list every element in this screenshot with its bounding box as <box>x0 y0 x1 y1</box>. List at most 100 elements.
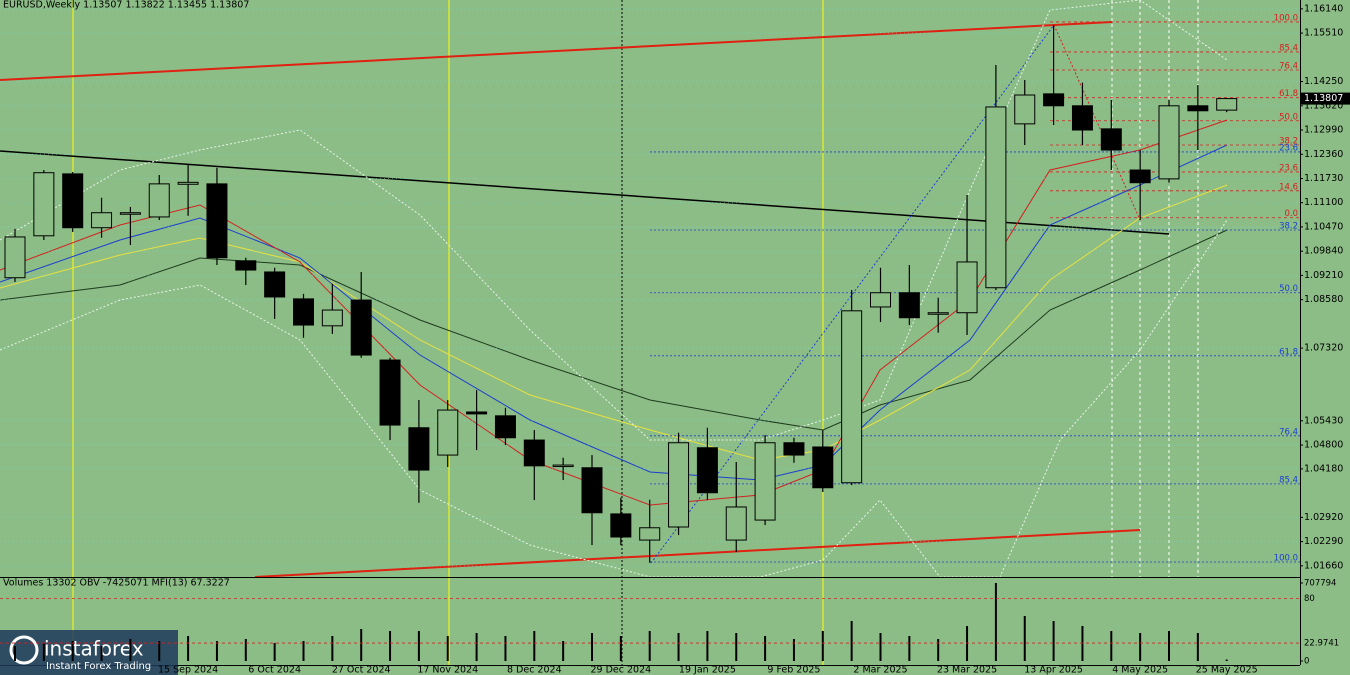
fib-label: 38.2 <box>1279 222 1298 232</box>
y-tick-label: 1.13620 <box>1304 100 1343 111</box>
x-tick-label: 25 May 2025 <box>1196 665 1258 675</box>
fib-label: 76.4 <box>1279 427 1298 437</box>
y-tick-label: 1.12990 <box>1304 125 1343 136</box>
fib-label: 14.6 <box>1279 182 1298 192</box>
logo-tagline: Instant Forex Trading <box>46 661 151 672</box>
mfi-tick-label: 22.9741 <box>1304 639 1339 649</box>
channel-line <box>254 529 1141 578</box>
candle-body <box>321 309 343 327</box>
fib-label: 85.4 <box>1279 43 1298 53</box>
candle-body <box>408 427 430 471</box>
candle-body <box>177 181 199 185</box>
fib-label: 50.0 <box>1279 112 1298 122</box>
x-tick-label: 15 Sep 2024 <box>158 665 218 675</box>
candle-body <box>1158 105 1180 180</box>
trend-line <box>0 150 1170 235</box>
candle-body <box>264 271 286 298</box>
fib-label: 38.2 <box>1279 137 1298 147</box>
y-tick-label: 1.10470 <box>1304 221 1343 232</box>
fib-label: 100.0 <box>1274 13 1298 23</box>
candle-body <box>898 292 920 319</box>
logo: instaforex Instant Forex Trading <box>0 630 178 675</box>
candle-body <box>4 236 26 279</box>
logo-icon <box>9 635 39 665</box>
x-tick-label: 13 Apr 2025 <box>1024 665 1083 675</box>
fib-label: 23.6 <box>1279 163 1298 173</box>
candle-body <box>119 212 141 215</box>
candle-body <box>148 183 170 218</box>
x-tick-label: 19 Jan 2025 <box>679 665 736 675</box>
candle-body <box>985 106 1007 289</box>
fib-label: 85.4 <box>1279 475 1298 485</box>
candle-body <box>1216 98 1238 111</box>
fib-label: 61.8 <box>1279 347 1298 357</box>
x-tick-label: 4 May 2025 <box>1112 665 1168 675</box>
candle-body <box>1014 94 1036 125</box>
fib-label: 61.8 <box>1279 89 1298 99</box>
candle-body <box>639 527 661 541</box>
bollinger-band <box>0 0 1228 441</box>
last-price-label: 1.13807 <box>1304 93 1343 104</box>
candle-body <box>668 442 690 528</box>
fib-label: 76.4 <box>1279 62 1298 72</box>
y-tick-label: 1.01660 <box>1304 560 1343 571</box>
candle-body <box>523 439 545 467</box>
candle-body <box>725 506 747 541</box>
y-tick-label: 1.11100 <box>1304 197 1343 208</box>
candle-body <box>437 409 459 456</box>
candle-body <box>610 513 632 538</box>
x-tick-label: 9 Feb 2025 <box>767 665 820 675</box>
y-tick-label: 1.08580 <box>1304 294 1343 305</box>
y-tick-label: 1.04800 <box>1304 440 1343 451</box>
candle-body <box>293 298 314 326</box>
candle-body <box>206 183 228 259</box>
bollinger-band <box>0 219 1228 578</box>
y-tick-label: 1.15510 <box>1304 28 1343 39</box>
y-tick-label: 1.12360 <box>1304 149 1343 160</box>
x-tick-label: 6 Oct 2024 <box>248 665 301 675</box>
candle-body <box>812 446 834 489</box>
y-tick-label: 1.11730 <box>1304 173 1343 184</box>
candle-body <box>494 415 516 439</box>
candle-body <box>62 173 84 229</box>
chart-title: EURUSD,Weekly 1.13507 1.13822 1.13455 1.… <box>3 0 249 11</box>
candle-body <box>552 464 574 468</box>
mfi-tick-label: 80 <box>1304 594 1315 604</box>
x-tick-label: 23 Mar 2025 <box>937 665 997 675</box>
indicator-title: Volumes 13302 OBV -7425071 MFI(13) 67.32… <box>3 578 230 589</box>
volume-tick-label: 0 <box>1304 657 1309 667</box>
y-tick-label: 1.02290 <box>1304 536 1343 547</box>
fib-label: 23.6 <box>1279 143 1298 153</box>
candle-body <box>33 172 55 237</box>
channel-line <box>0 21 1113 81</box>
y-tick-label: 1.16140 <box>1304 3 1343 14</box>
fib-label: 0.0 <box>1284 209 1298 219</box>
candle-body <box>235 260 257 271</box>
candle-body <box>379 359 401 426</box>
fib-label: 50.0 <box>1279 284 1298 294</box>
logo-name: instaforex <box>44 637 144 661</box>
y-tick-label: 1.04180 <box>1304 463 1343 474</box>
candle-body <box>841 310 863 484</box>
candle-body <box>91 212 113 229</box>
last-price-box <box>1301 92 1350 105</box>
candle-body <box>1129 169 1151 184</box>
fib-anchor <box>1053 24 1141 221</box>
x-tick-label: 17 Nov 2024 <box>417 665 478 675</box>
x-tick-label: 29 Dec 2024 <box>590 665 651 675</box>
y-tick-label: 1.05430 <box>1304 415 1343 426</box>
candle-body <box>870 292 891 308</box>
x-tick-label: 8 Dec 2024 <box>507 665 562 675</box>
candle-body <box>783 442 805 456</box>
x-tick-label: 27 Oct 2024 <box>332 665 391 675</box>
candle-body <box>1071 105 1093 131</box>
volume-tick-label: 707794 <box>1304 579 1336 589</box>
y-tick-label: 1.07320 <box>1304 343 1343 354</box>
candle-body <box>927 312 949 315</box>
candle-body <box>1187 105 1209 112</box>
candle-body <box>1100 128 1122 151</box>
candle-body <box>956 261 978 314</box>
candle-body <box>754 442 776 521</box>
candle-body <box>350 299 372 356</box>
candle-body <box>466 411 488 415</box>
